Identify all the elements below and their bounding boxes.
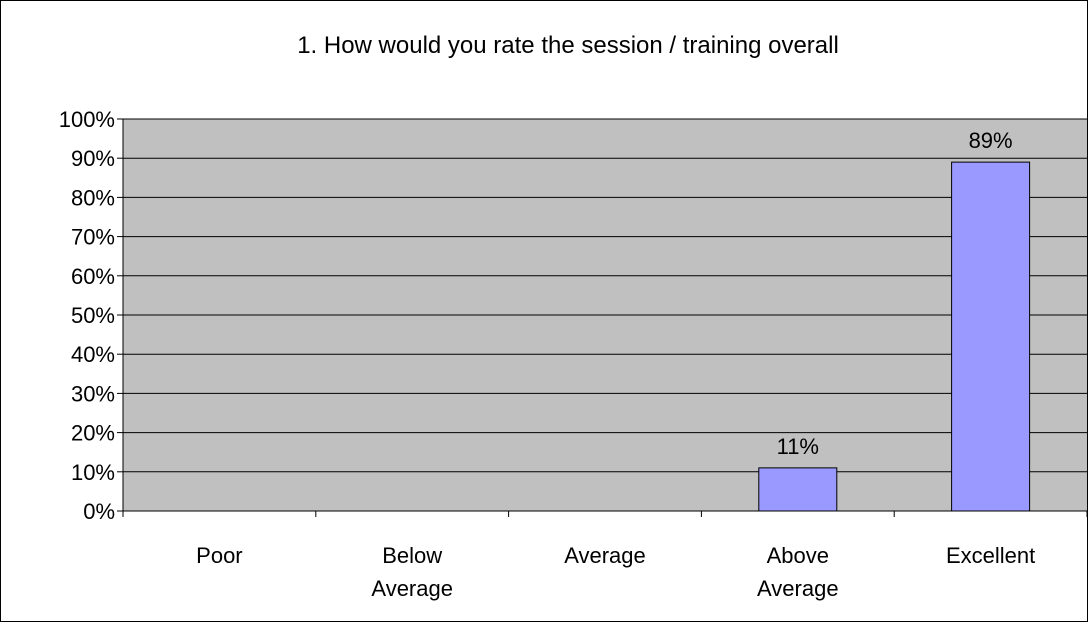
y-tick-label: 10% — [71, 460, 115, 485]
x-category-label: Poor — [196, 543, 242, 568]
x-category-label: Below — [382, 543, 442, 568]
y-tick-label: 20% — [71, 421, 115, 446]
plot-area: 0% 10% 20% 30% 40% 50% 60% 70% 80% 90% 100% Poor Bel… — [59, 107, 1088, 601]
chart-title: 1. How would you rate the session / trai… — [297, 32, 839, 59]
x-category-label: Average — [757, 576, 839, 601]
y-tick-label: 90% — [71, 146, 115, 171]
y-tick-label: 0% — [83, 499, 115, 524]
x-category-label: Excellent — [946, 543, 1035, 568]
bar — [951, 161, 1031, 512]
y-tick-label: 70% — [71, 225, 115, 250]
data-label: 89% — [969, 128, 1013, 153]
y-tick-label: 50% — [71, 303, 115, 328]
y-tick-label: 30% — [71, 381, 115, 406]
y-tick-label: 60% — [71, 264, 115, 289]
data-label: 11% — [777, 434, 819, 459]
y-tick-label: 40% — [71, 342, 115, 367]
x-category-label: Above — [767, 543, 829, 568]
x-category-label: Average — [371, 576, 453, 601]
y-tick-label: 80% — [71, 185, 115, 210]
bar — [758, 467, 838, 512]
y-tick-label: 100% — [59, 107, 115, 132]
x-category-label: Average — [564, 543, 646, 568]
